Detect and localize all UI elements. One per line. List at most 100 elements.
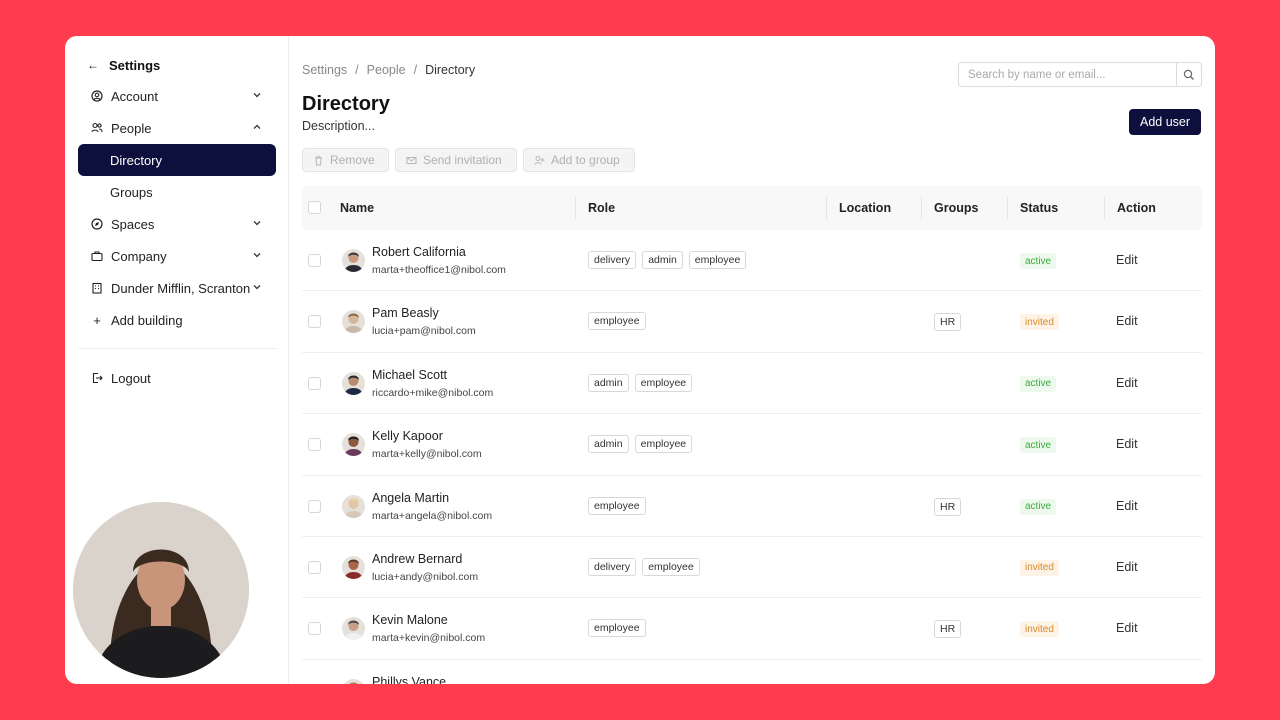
breadcrumb-separator: / <box>355 63 359 77</box>
column-header-groups[interactable]: Groups <box>934 201 979 215</box>
arrow-left-icon: ← <box>87 58 99 72</box>
row-checkbox[interactable] <box>308 315 321 329</box>
row-checkbox[interactable] <box>308 254 321 267</box>
breadcrumb-settings[interactable]: Settings <box>302 63 348 77</box>
back-label: Settings <box>109 57 161 73</box>
group-tag: HR <box>934 620 962 639</box>
table-row[interactable]: Andrew Bernard lucia+andy@nibol.com delive… <box>302 537 1202 599</box>
sidebar-item-label: Account <box>111 88 158 104</box>
row-checkbox[interactable] <box>308 499 321 513</box>
user-email: lucia+andy@nibol.com <box>372 570 479 583</box>
sidebar-item-directory[interactable]: Directory <box>78 144 276 176</box>
logout-button[interactable]: Logout <box>78 362 276 394</box>
edit-button[interactable]: Edit <box>1116 559 1138 574</box>
column-header-role[interactable]: Role <box>588 201 616 215</box>
column-separator <box>921 196 922 220</box>
column-header-location[interactable]: Location <box>839 201 892 215</box>
logout-label: Logout <box>111 370 151 386</box>
status-badge: active <box>1020 375 1057 392</box>
status-badge: active <box>1020 498 1057 515</box>
column-header-action: Action <box>1117 201 1156 215</box>
status-badge: invited <box>1020 621 1059 638</box>
user-name: Angela Martin <box>372 490 450 505</box>
role-tag: admin <box>588 435 629 454</box>
status-badge: invited <box>1020 559 1059 576</box>
select-all-checkbox[interactable] <box>308 201 321 214</box>
remove-label: Remove <box>330 153 375 167</box>
breadcrumb: Settings / People / Directory <box>302 63 475 77</box>
sidebar-item-groups[interactable]: Groups <box>78 176 276 208</box>
user-circle-icon <box>91 90 103 102</box>
search-input[interactable] <box>959 63 1176 86</box>
status-badge: invited <box>1020 314 1059 331</box>
user-name: Phillys Vance <box>372 674 447 684</box>
status-badge: active <box>1020 253 1057 269</box>
table-row[interactable]: Pam Beasly lucia+pam@nibol.com employee HR i… <box>302 291 1202 353</box>
presenter-video-avatar <box>73 502 249 678</box>
row-checkbox[interactable] <box>308 622 321 636</box>
row-checkbox[interactable] <box>308 376 321 390</box>
avatar <box>342 433 365 457</box>
status-badge: active <box>1020 437 1057 454</box>
back-to-settings-button[interactable]: ← Settings <box>87 56 160 74</box>
table-row[interactable]: Angela Martin marta+angela@nibol.com emplo… <box>302 476 1202 537</box>
sidebar-item-label: Groups <box>110 184 153 200</box>
sidebar-item-label: Dunder Mifflin, Scranton <box>111 280 251 296</box>
table-body: Robert California marta+theoffice1@nibol.… <box>302 230 1202 684</box>
breadcrumb-directory: Directory <box>425 63 476 77</box>
avatar <box>342 617 365 641</box>
column-separator <box>1007 196 1008 220</box>
column-header-status[interactable]: Status <box>1020 201 1059 215</box>
edit-button[interactable]: Edit <box>1116 437 1138 452</box>
row-checkbox[interactable] <box>308 560 321 574</box>
edit-button[interactable]: Edit <box>1116 621 1138 636</box>
role-tags: employee <box>588 312 646 331</box>
group-tag: HR <box>934 313 962 332</box>
edit-button[interactable]: Edit <box>1116 253 1138 267</box>
column-separator <box>575 196 576 220</box>
avatar <box>342 678 365 684</box>
chevron-up-icon <box>253 124 261 129</box>
user-name: Kelly Kapoor <box>372 429 443 444</box>
breadcrumb-people[interactable]: People <box>366 63 406 77</box>
sidebar-item-people[interactable]: People <box>78 112 276 144</box>
sidebar-item-account[interactable]: Account <box>78 80 276 112</box>
sidebar-item-label: People <box>111 120 152 136</box>
add-to-group-button[interactable]: Add to group <box>523 148 635 172</box>
compass-icon <box>91 218 103 230</box>
table-row[interactable]: Robert California marta+theoffice1@nibol.… <box>302 230 1202 292</box>
remove-button[interactable]: Remove <box>302 148 389 172</box>
edit-button[interactable]: Edit <box>1116 375 1138 390</box>
avatar <box>342 371 365 395</box>
row-checkbox[interactable] <box>308 438 321 452</box>
table-row[interactable]: Kelly Kapoor marta+kelly@nibol.com admin em… <box>302 414 1202 476</box>
role-tag: employee <box>588 619 646 638</box>
user-name: Michael Scott <box>372 367 448 382</box>
table-row[interactable]: Kevin Malone marta+kevin@nibol.com employe… <box>302 598 1202 660</box>
user-name: Kevin Malone <box>372 613 448 628</box>
search-button[interactable] <box>1176 63 1201 86</box>
send-invitation-button[interactable]: Send invitation <box>395 148 517 172</box>
role-tags: admin employee <box>588 373 693 392</box>
sidebar-item-building[interactable]: Dunder Mifflin, Scranton <box>78 272 276 304</box>
edit-button[interactable]: Edit <box>1116 314 1138 329</box>
role-tag: delivery <box>588 251 637 269</box>
chevron-down-icon <box>253 93 261 98</box>
role-tag: admin <box>642 251 683 269</box>
sidebar-item-add-building[interactable]: + Add building <box>78 304 276 336</box>
chevron-down-icon <box>253 285 261 290</box>
sidebar-item-label: Directory <box>110 152 163 168</box>
role-tags: employee <box>588 496 646 515</box>
sidebar-item-spaces[interactable]: Spaces <box>78 208 276 240</box>
add-to-group-label: Add to group <box>551 153 620 167</box>
add-user-button[interactable]: Add user <box>1129 109 1201 135</box>
sidebar-divider <box>78 348 276 349</box>
avatar <box>342 494 365 518</box>
table-header: Name Role Location Groups Status Action <box>302 186 1202 230</box>
sidebar-item-company[interactable]: Company <box>78 240 276 272</box>
add-user-icon <box>534 155 545 165</box>
table-row[interactable]: Michael Scott riccardo+mike@nibol.com admi… <box>302 353 1202 415</box>
column-header-name[interactable]: Name <box>340 201 375 215</box>
table-row[interactable]: Phillys Vance <box>302 660 1202 684</box>
edit-button[interactable]: Edit <box>1116 498 1138 513</box>
